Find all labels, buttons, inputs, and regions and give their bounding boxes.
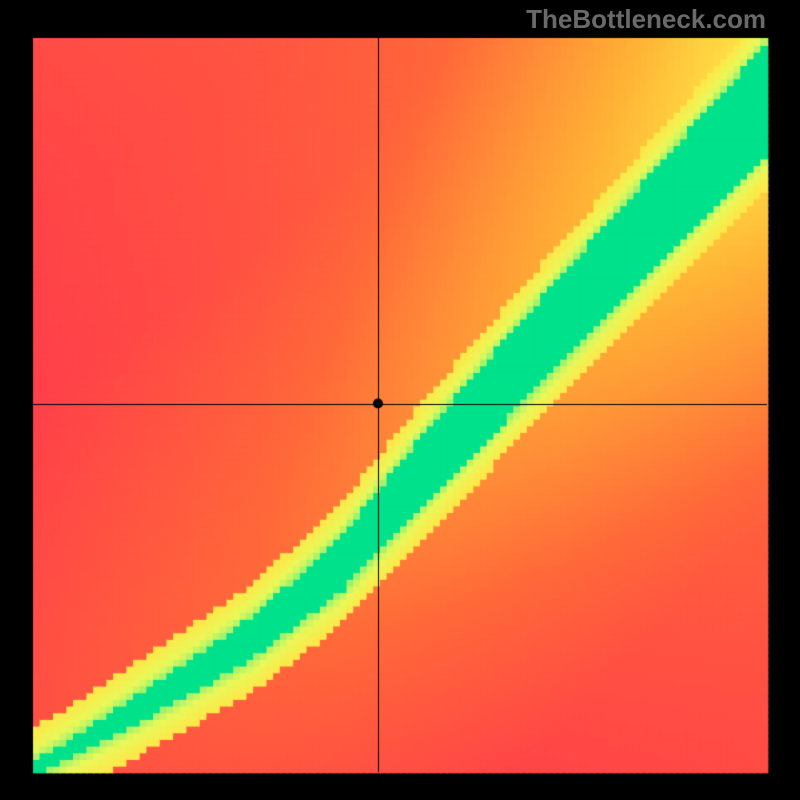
bottleneck-heatmap bbox=[0, 0, 800, 800]
chart-container: TheBottleneck.com bbox=[0, 0, 800, 800]
watermark-text: TheBottleneck.com bbox=[526, 4, 766, 35]
